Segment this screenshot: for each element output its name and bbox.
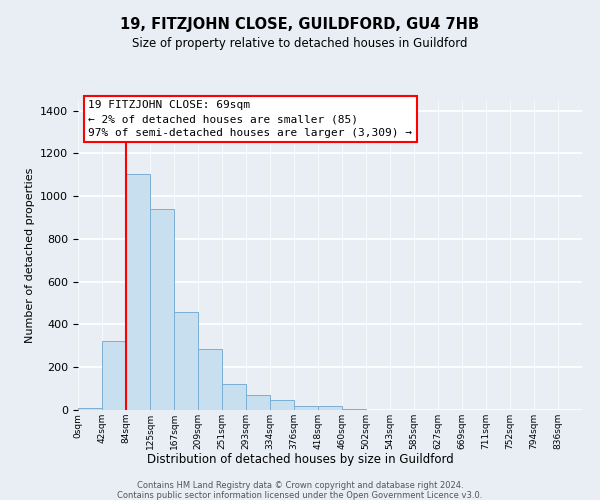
Text: Size of property relative to detached houses in Guildford: Size of property relative to detached ho… bbox=[132, 38, 468, 51]
Bar bbox=[294, 406, 318, 410]
Bar bbox=[102, 340, 126, 410]
Bar bbox=[318, 406, 342, 410]
Y-axis label: Number of detached properties: Number of detached properties bbox=[25, 168, 35, 342]
Text: 19, FITZJOHN CLOSE, GUILDFORD, GU4 7HB: 19, FITZJOHN CLOSE, GUILDFORD, GU4 7HB bbox=[121, 18, 479, 32]
Text: Contains HM Land Registry data © Crown copyright and database right 2024.: Contains HM Land Registry data © Crown c… bbox=[137, 481, 463, 490]
Text: Contains public sector information licensed under the Open Government Licence v3: Contains public sector information licen… bbox=[118, 491, 482, 500]
Bar bbox=[126, 174, 150, 410]
Bar bbox=[270, 400, 294, 410]
Bar bbox=[150, 209, 174, 410]
Bar bbox=[198, 349, 222, 410]
Bar bbox=[246, 395, 270, 410]
Bar bbox=[222, 384, 246, 410]
Bar bbox=[342, 409, 366, 410]
Bar bbox=[78, 408, 102, 410]
Text: 19 FITZJOHN CLOSE: 69sqm
← 2% of detached houses are smaller (85)
97% of semi-de: 19 FITZJOHN CLOSE: 69sqm ← 2% of detache… bbox=[88, 100, 412, 138]
Text: Distribution of detached houses by size in Guildford: Distribution of detached houses by size … bbox=[146, 452, 454, 466]
Bar bbox=[174, 312, 198, 410]
